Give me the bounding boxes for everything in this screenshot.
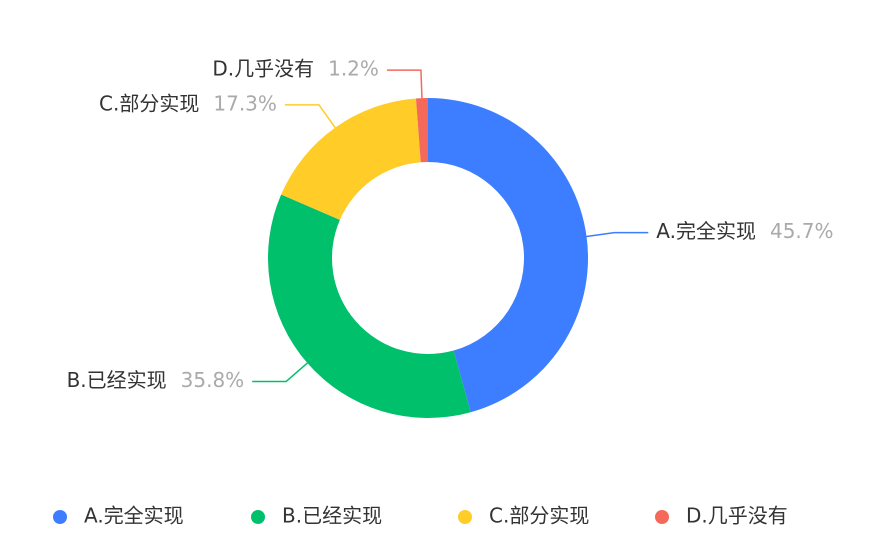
slice-value-label: 1.2% [328,57,379,81]
legend-marker[interactable] [655,510,669,524]
slice-label: B.已经实现 [67,368,167,392]
label-line [284,104,336,129]
legend-label[interactable]: B.已经实现 [282,504,382,528]
legend-label[interactable]: C.部分实现 [489,504,589,528]
legend-marker[interactable] [251,510,265,524]
label-line [252,362,308,383]
legend-label[interactable]: D.几乎没有 [686,504,788,528]
slice-label: C.部分实现 [99,91,199,115]
donut-slice [415,98,428,163]
slice-label: A.完全实现 [656,219,756,243]
donut-slice [268,194,471,419]
slice-value-label: 35.8% [181,368,245,392]
donut-slice [428,98,589,413]
label-line [386,69,423,99]
slice-value-label: 17.3% [213,91,277,115]
legend-marker[interactable] [53,510,67,524]
slice-value-label: 45.7% [770,219,834,243]
label-line [586,231,649,238]
legend-marker[interactable] [458,510,472,524]
legend-label[interactable]: A.完全实现 [84,504,184,528]
slice-label: D.几乎没有 [212,57,314,81]
donut-slice [281,98,421,220]
